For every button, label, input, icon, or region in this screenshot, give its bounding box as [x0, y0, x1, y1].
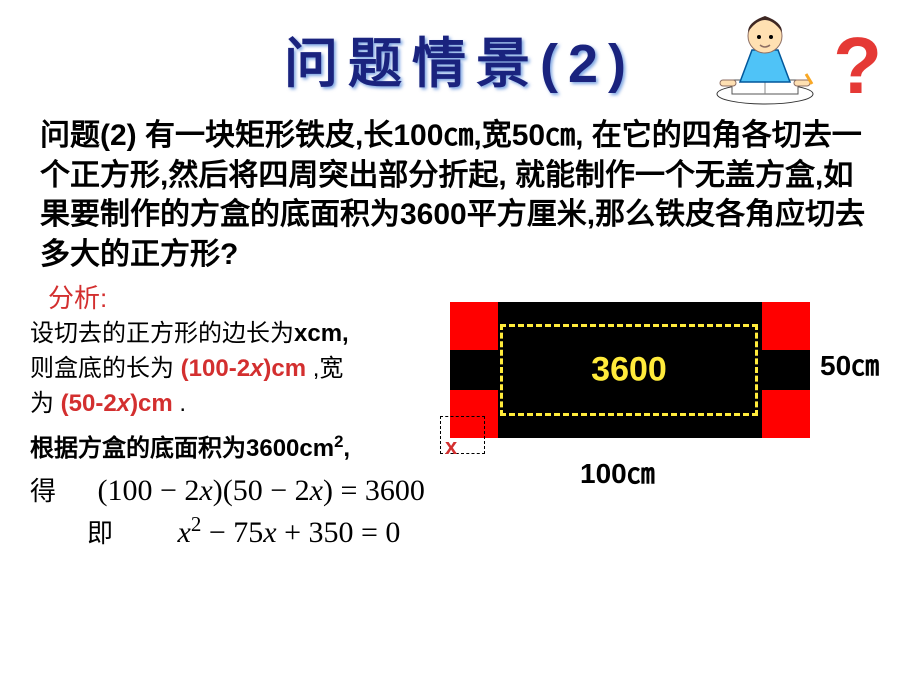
corner-br [762, 390, 810, 438]
area-statement: 根据方盒的底面积为3600cm2, [30, 430, 440, 467]
question-mark-icon: ? [833, 20, 882, 112]
text: xcm, [294, 320, 349, 347]
text: 设切去的正方形的边长为 [30, 320, 294, 347]
eq-label: 得 [30, 471, 90, 508]
eq-body: (100 − 2x)(50 − 2x) = 3600 [98, 474, 425, 507]
dim-height: 50㎝ [820, 344, 879, 384]
text: 则盒底的长为 [30, 355, 174, 382]
eq-body: x2 − 75x + 350 = 0 [178, 516, 401, 549]
text: 根据方盒的底面积为3600cm [30, 435, 334, 462]
analysis-label: 分析: [30, 278, 440, 315]
page-title: 问题情景(2) [284, 19, 636, 98]
eq-label: 即 [30, 513, 170, 550]
text: , [343, 435, 350, 462]
answer-length: (100-2x)cm [181, 355, 306, 382]
text: . [179, 390, 186, 417]
analysis-body: 设切去的正方形的边长为xcm, 则盒底的长为 (100-2x)cm ,宽 为 (… [30, 317, 440, 421]
x-label: x [445, 434, 457, 460]
title-row: 问题情景(2) ? [0, 0, 920, 110]
dim-width: 100㎝ [580, 452, 655, 492]
box-diagram: 3600 [450, 302, 810, 438]
lower-section: 分析: 设切去的正方形的边长为xcm, 则盒底的长为 (100-2x)cm ,宽… [0, 274, 920, 549]
text: ,宽 [313, 355, 344, 382]
area-value: 3600 [591, 351, 667, 390]
analysis-column: 分析: 设切去的正方形的边长为xcm, 则盒底的长为 (100-2x)cm ,宽… [30, 278, 440, 549]
diagram-column: 3600 x 50㎝ 100㎝ [440, 278, 900, 549]
corner-tr [762, 302, 810, 350]
inner-dashed-rect: 3600 [500, 324, 758, 416]
answer-width: (50-2x)cm [61, 390, 173, 417]
equation-2: 即 x2 − 75x + 350 = 0 [30, 512, 440, 550]
problem-text: 问题(2) 有一块矩形铁皮,长100㎝,宽50㎝, 在它的四角各切去一个正方形,… [0, 110, 920, 274]
equation-1: 得 (100 − 2x)(50 − 2x) = 3600 [30, 471, 440, 508]
text: 为 [30, 390, 54, 417]
student-illustration [710, 2, 820, 107]
corner-tl [450, 302, 498, 350]
